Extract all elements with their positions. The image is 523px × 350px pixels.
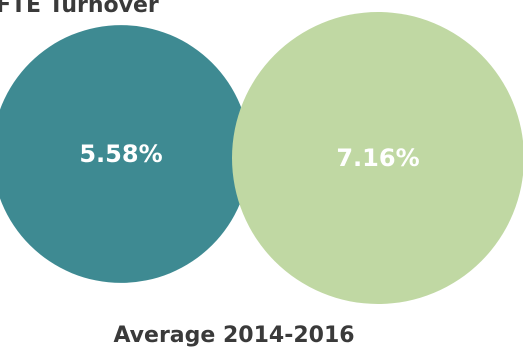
chart-title: FTE Turnover bbox=[0, 0, 159, 18]
chart-caption: Average 2014-2016 bbox=[113, 323, 354, 348]
bubbles-group: 5.58% 7.16% bbox=[0, 12, 523, 304]
bubble-value-label-2: 7.16% bbox=[336, 144, 419, 172]
bubble-2 bbox=[232, 12, 523, 304]
bubble-value-label-1: 5.58% bbox=[79, 140, 162, 168]
bubble-1 bbox=[0, 25, 250, 283]
